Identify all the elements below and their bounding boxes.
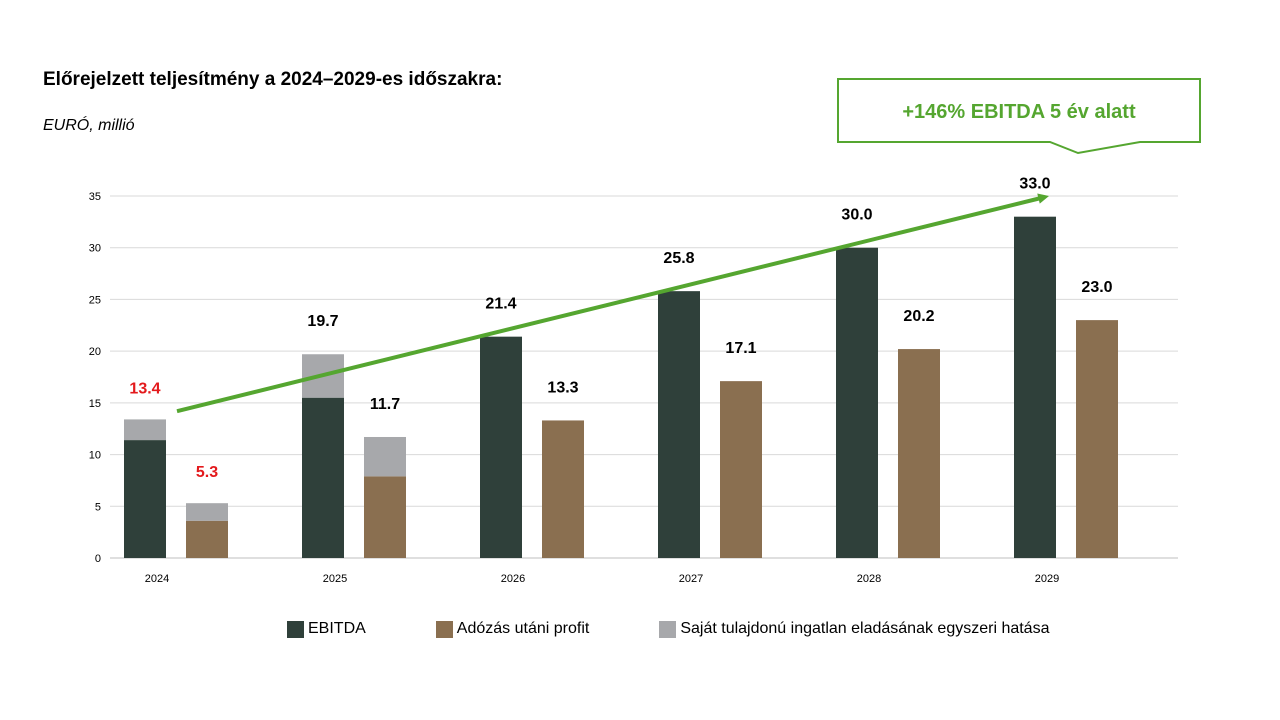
legend-label: Saját tulajdonú ingatlan eladásának egys… xyxy=(680,620,1050,637)
y-tick-label: 15 xyxy=(89,398,101,410)
data-label-profit: 13.3 xyxy=(547,379,578,396)
legend-item-ebitda: EBITDA xyxy=(287,620,366,638)
data-label-profit: 20.2 xyxy=(903,308,934,325)
data-label-profit: 11.7 xyxy=(370,396,400,413)
y-tick-label: 10 xyxy=(89,450,101,462)
legend-swatch xyxy=(287,620,304,638)
bar-oneoff-ebitda xyxy=(124,419,166,441)
x-tick-label: 2025 xyxy=(323,573,347,585)
bar-profit xyxy=(1076,320,1118,558)
bar-ebitda xyxy=(302,397,344,558)
bar-profit xyxy=(542,420,584,558)
bar-ebitda xyxy=(1014,216,1056,558)
legend-label: EBITDA xyxy=(308,620,366,637)
bar-ebitda xyxy=(124,440,166,558)
bar-oneoff-profit xyxy=(364,436,406,477)
bar-profit xyxy=(364,476,406,558)
data-label-ebitda: 33.0 xyxy=(1019,176,1050,193)
bar-profit xyxy=(186,520,228,558)
legend: EBITDA Adózás utáni profit Saját tulajdo… xyxy=(287,620,1119,638)
data-label-ebitda: 25.8 xyxy=(663,250,694,267)
callout-box: +146% EBITDA 5 év alatt xyxy=(837,78,1201,155)
trend-arrow xyxy=(176,196,1042,414)
data-label-profit: 23.0 xyxy=(1081,279,1112,296)
callout-text: +146% EBITDA 5 év alatt xyxy=(902,101,1136,123)
bar-oneoff-profit xyxy=(186,503,228,521)
x-tick-label: 2029 xyxy=(1035,573,1059,585)
y-tick-label: 30 xyxy=(89,243,101,255)
x-tick-label: 2024 xyxy=(145,573,169,585)
data-label-profit: 17.1 xyxy=(725,340,756,357)
y-tick-label: 35 xyxy=(89,191,101,203)
bar-profit xyxy=(720,381,762,558)
legend-item-oneoff: Saját tulajdonú ingatlan eladásának egys… xyxy=(659,620,1049,638)
x-tick-label: 2028 xyxy=(857,573,881,585)
trend-arrow-head xyxy=(1037,193,1049,204)
data-label-profit: 5.3 xyxy=(196,464,218,481)
unit-subtitle: EURÓ, millió xyxy=(43,117,135,134)
bar-ebitda xyxy=(480,336,522,558)
legend-swatch xyxy=(435,620,453,638)
x-tick-label: 2026 xyxy=(501,573,525,585)
legend-swatch xyxy=(659,620,677,638)
y-tick-label: 5 xyxy=(95,501,101,513)
bar-profit xyxy=(898,349,940,558)
data-label-ebitda: 21.4 xyxy=(485,296,516,313)
data-label-ebitda: 30.0 xyxy=(841,207,872,224)
bar-ebitda xyxy=(836,247,878,558)
y-tick-label: 25 xyxy=(89,294,101,306)
y-tick-label: 20 xyxy=(89,346,101,358)
legend-item-profit: Adózás utáni profit xyxy=(435,620,590,638)
y-tick-label: 0 xyxy=(95,553,101,565)
data-label-ebitda: 13.4 xyxy=(129,380,160,397)
bar-ebitda xyxy=(658,291,700,558)
legend-label: Adózás utáni profit xyxy=(456,620,590,637)
page-title: Előrejelzett teljesítmény a 2024–2029-es… xyxy=(43,69,503,90)
data-label-ebitda: 19.7 xyxy=(307,313,338,330)
x-tick-label: 2027 xyxy=(679,573,703,585)
